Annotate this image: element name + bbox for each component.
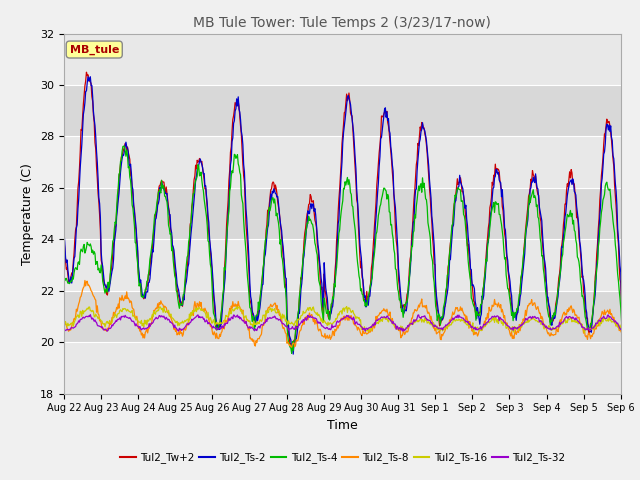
Legend: Tul2_Tw+2, Tul2_Ts-2, Tul2_Ts-4, Tul2_Ts-8, Tul2_Ts-16, Tul2_Ts-32: Tul2_Tw+2, Tul2_Ts-2, Tul2_Ts-4, Tul2_Ts… bbox=[116, 448, 569, 468]
Tul2_Ts-4 bbox=[60, 272, 68, 277]
Tul2_Ts-32 bbox=[240, 317, 248, 323]
Tul2_Ts-32 bbox=[423, 317, 431, 323]
Tul2_Ts-2 bbox=[84, 74, 92, 80]
Tul2_Ts-4 bbox=[131, 223, 138, 229]
Line: Tul2_Ts-32: Tul2_Ts-32 bbox=[64, 314, 640, 331]
Bar bbox=[64, 85, 621, 136]
Title: MB Tule Tower: Tule Temps 2 (3/23/17-now): MB Tule Tower: Tule Temps 2 (3/23/17-now… bbox=[193, 16, 492, 30]
Tul2_Ts-4 bbox=[458, 199, 465, 204]
Tul2_Ts-16 bbox=[423, 320, 431, 326]
Tul2_Tw+2 bbox=[240, 173, 248, 179]
Tul2_Ts-32 bbox=[131, 321, 138, 326]
Tul2_Ts-32 bbox=[60, 324, 68, 330]
Tul2_Tw+2 bbox=[292, 323, 300, 328]
Tul2_Ts-32 bbox=[621, 328, 628, 334]
Tul2_Ts-16 bbox=[240, 313, 248, 319]
Tul2_Ts-8 bbox=[458, 308, 465, 313]
Tul2_Ts-32 bbox=[86, 312, 94, 317]
Tul2_Ts-16 bbox=[269, 307, 277, 313]
Tul2_Ts-16 bbox=[580, 330, 588, 336]
Tul2_Ts-2 bbox=[131, 209, 138, 215]
X-axis label: Time: Time bbox=[327, 419, 358, 432]
Tul2_Ts-16 bbox=[456, 318, 464, 324]
Tul2_Ts-4 bbox=[292, 324, 300, 329]
Tul2_Ts-32 bbox=[456, 314, 464, 320]
Tul2_Ts-4 bbox=[120, 143, 127, 149]
Bar bbox=[64, 188, 621, 240]
Tul2_Tw+2 bbox=[83, 69, 90, 75]
Tul2_Ts-2 bbox=[292, 336, 300, 342]
Bar bbox=[64, 291, 621, 342]
Tul2_Tw+2 bbox=[60, 237, 68, 243]
Tul2_Ts-8 bbox=[240, 315, 248, 321]
Tul2_Ts-8 bbox=[292, 337, 300, 343]
Y-axis label: Temperature (C): Temperature (C) bbox=[22, 163, 35, 264]
Text: MB_tule: MB_tule bbox=[70, 44, 119, 55]
Tul2_Ts-16 bbox=[130, 312, 138, 318]
Tul2_Ts-2 bbox=[269, 190, 277, 196]
Tul2_Ts-4 bbox=[240, 218, 248, 224]
Tul2_Tw+2 bbox=[131, 207, 138, 213]
Tul2_Ts-4 bbox=[288, 350, 296, 356]
Tul2_Ts-8 bbox=[288, 344, 296, 350]
Tul2_Ts-16 bbox=[292, 318, 300, 324]
Tul2_Tw+2 bbox=[289, 345, 296, 351]
Tul2_Tw+2 bbox=[458, 180, 465, 185]
Tul2_Ts-2 bbox=[240, 162, 248, 168]
Tul2_Ts-2 bbox=[458, 181, 465, 187]
Tul2_Tw+2 bbox=[269, 179, 277, 185]
Line: Tul2_Ts-16: Tul2_Ts-16 bbox=[64, 307, 640, 333]
Tul2_Ts-2 bbox=[424, 156, 432, 162]
Bar bbox=[64, 34, 621, 85]
Tul2_Ts-8 bbox=[424, 311, 432, 316]
Tul2_Ts-32 bbox=[292, 324, 300, 329]
Tul2_Ts-2 bbox=[60, 229, 68, 235]
Tul2_Ts-8 bbox=[60, 320, 68, 326]
Tul2_Ts-8 bbox=[131, 312, 138, 318]
Line: Tul2_Tw+2: Tul2_Tw+2 bbox=[64, 72, 640, 348]
Tul2_Ts-2 bbox=[289, 351, 297, 357]
Bar bbox=[64, 136, 621, 188]
Tul2_Tw+2 bbox=[424, 161, 432, 167]
Bar bbox=[64, 342, 621, 394]
Tul2_Ts-4 bbox=[269, 195, 277, 201]
Tul2_Ts-32 bbox=[269, 314, 277, 320]
Tul2_Ts-8 bbox=[81, 277, 89, 283]
Line: Tul2_Ts-2: Tul2_Ts-2 bbox=[64, 77, 640, 354]
Tul2_Ts-8 bbox=[269, 302, 277, 308]
Tul2_Ts-16 bbox=[233, 304, 241, 310]
Bar bbox=[64, 240, 621, 291]
Tul2_Ts-16 bbox=[60, 321, 68, 327]
Line: Tul2_Ts-8: Tul2_Ts-8 bbox=[64, 280, 640, 347]
Line: Tul2_Ts-4: Tul2_Ts-4 bbox=[64, 146, 640, 353]
Tul2_Ts-4 bbox=[424, 220, 432, 226]
